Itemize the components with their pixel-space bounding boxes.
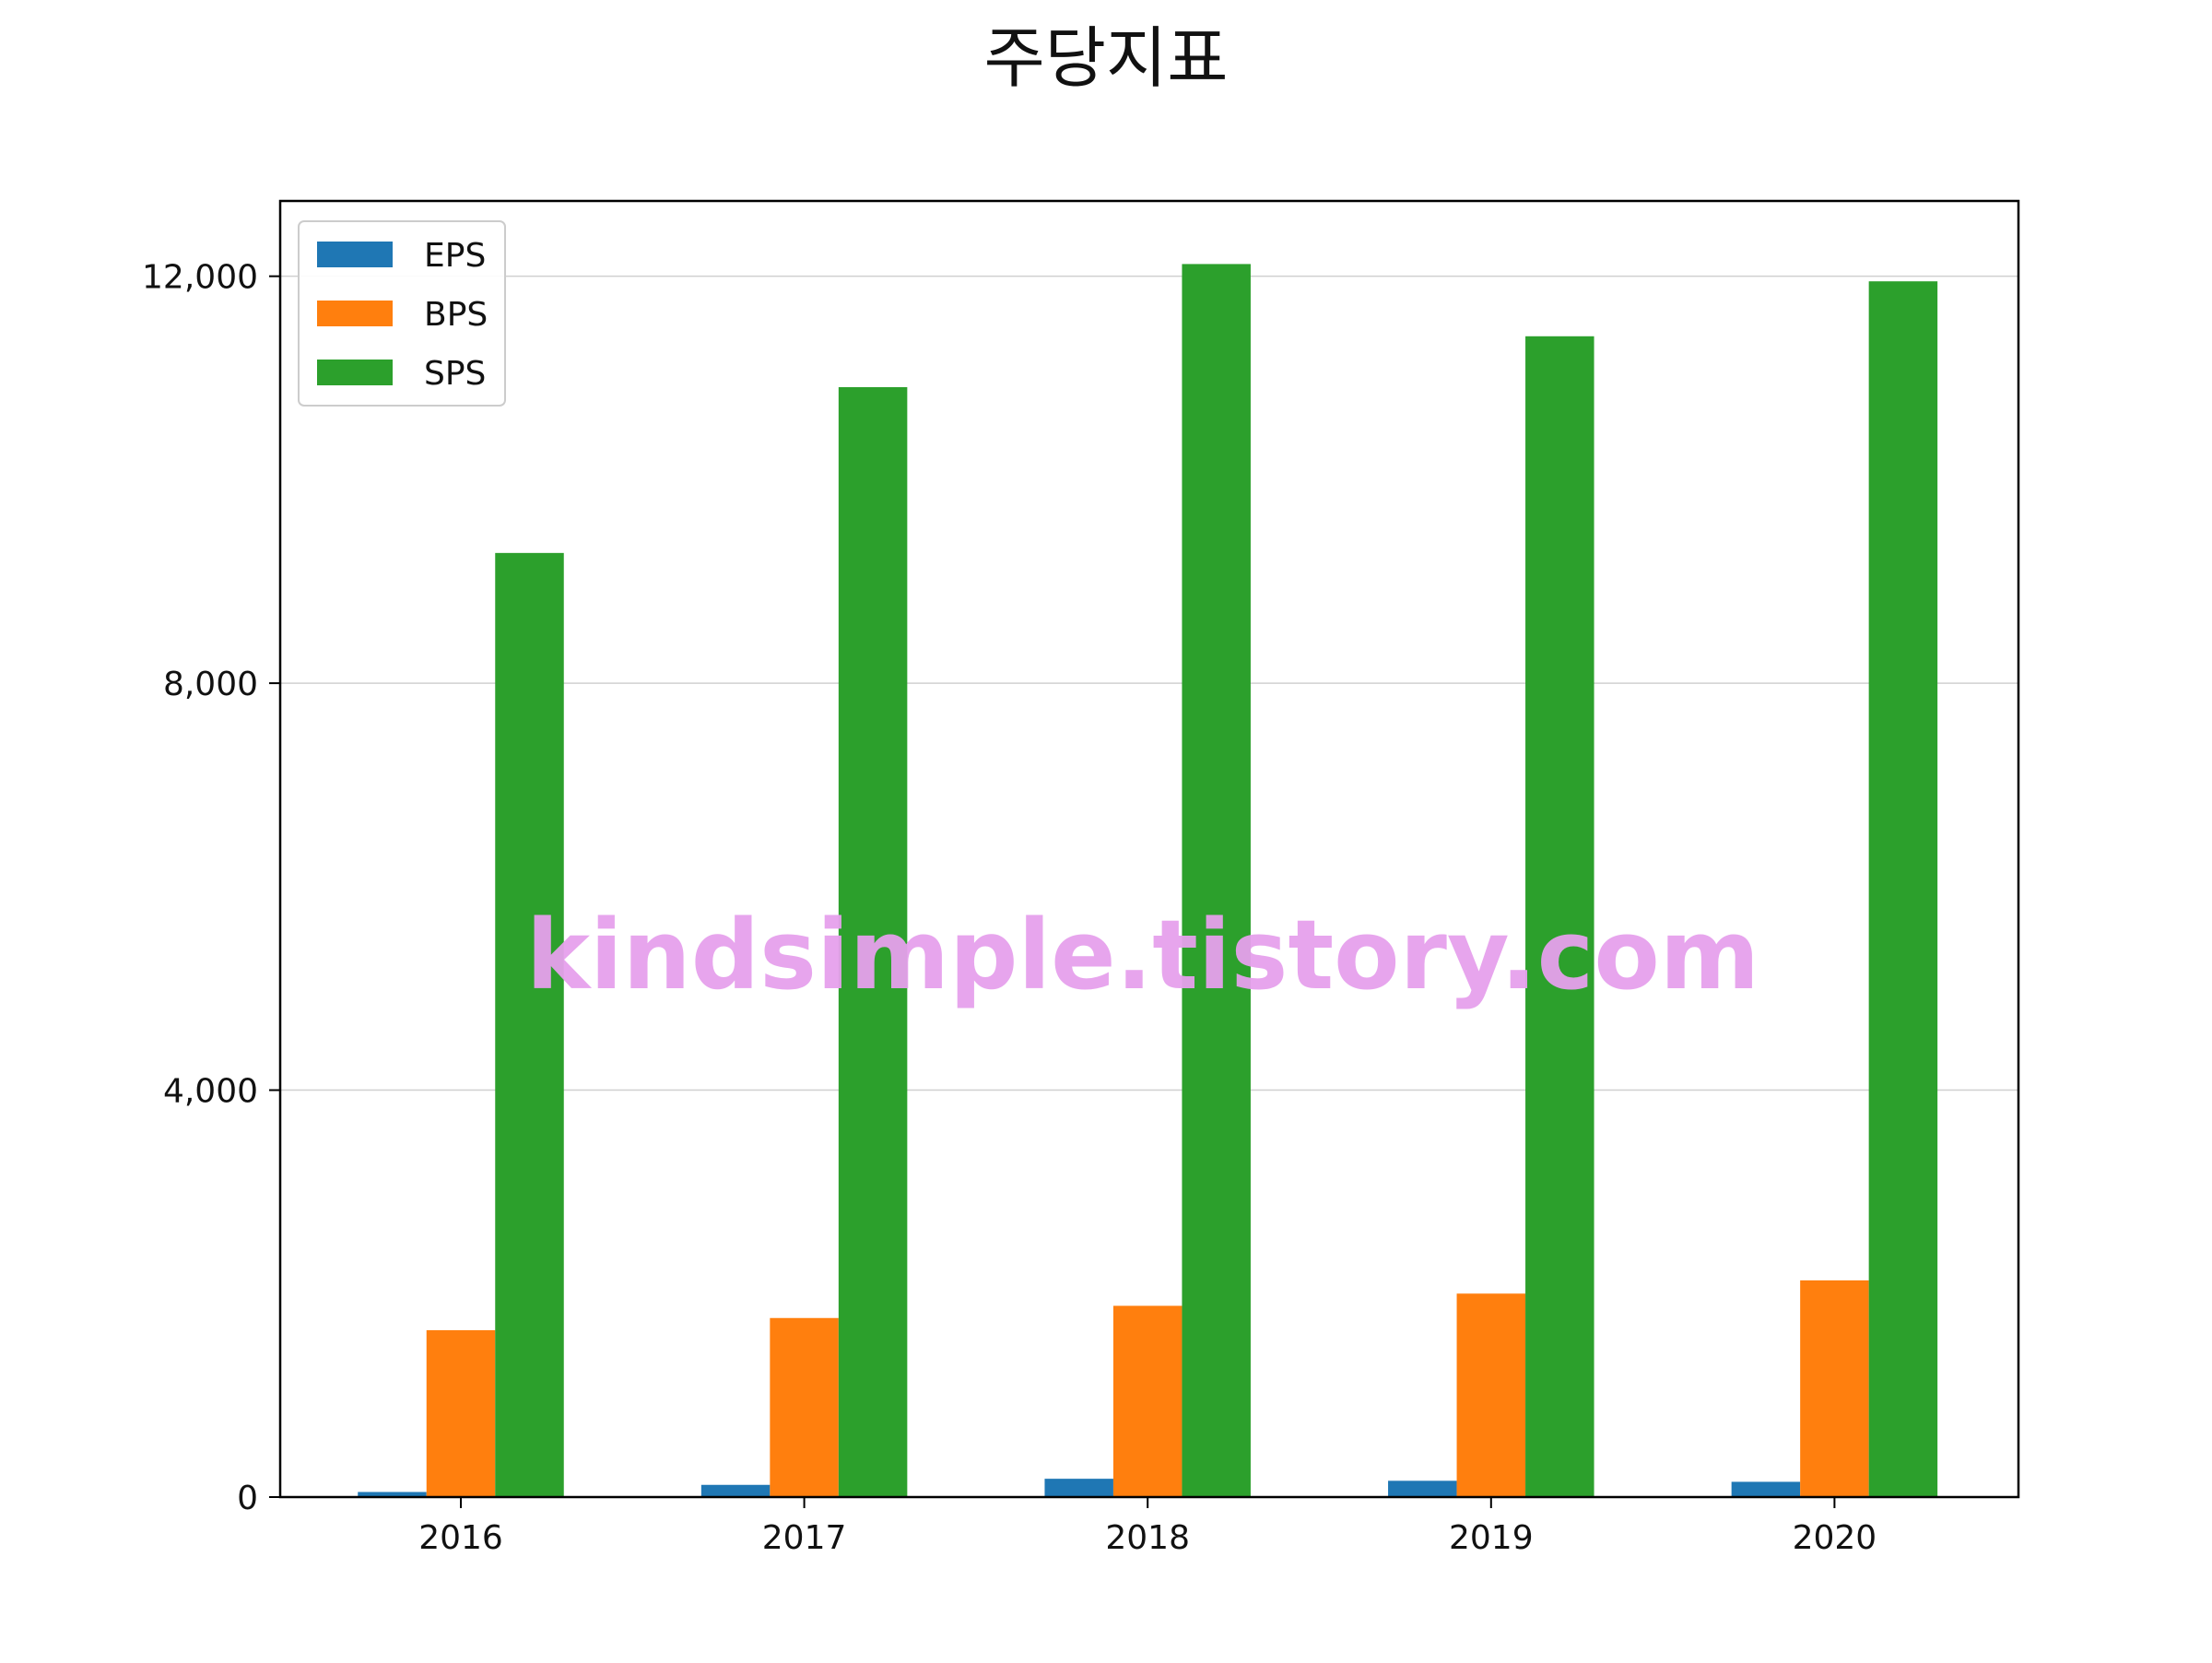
axes-layer: 0 4,000 8,000 12,000 2016 2017 2018 2019 2020 xyxy=(142,199,2020,1557)
x-tick-label: 2017 xyxy=(762,1519,847,1557)
bar-eps-2020 xyxy=(1731,1481,1801,1497)
bar-eps-2019 xyxy=(1388,1480,1457,1497)
y-tick-label: 4,000 xyxy=(163,1073,258,1111)
bar-bps-2019 xyxy=(1456,1293,1526,1497)
legend-label-eps: EPS xyxy=(424,237,486,275)
watermark: kindsimple.tistory.com xyxy=(526,899,1759,1011)
bar-bps-2017 xyxy=(770,1317,839,1497)
bar-eps-2018 xyxy=(1044,1479,1113,1497)
legend-label-bps: BPS xyxy=(424,296,488,334)
legend-swatch-eps xyxy=(317,242,393,267)
x-tick-label: 2016 xyxy=(418,1519,503,1557)
bar-sps-2019 xyxy=(1525,336,1594,1497)
x-tick-label: 2018 xyxy=(1105,1519,1190,1557)
bar-sps-2020 xyxy=(1868,281,1938,1497)
bar-sps-2018 xyxy=(1182,264,1251,1498)
bar-sps-2016 xyxy=(495,552,564,1497)
chart-title: 주당지표 xyxy=(984,19,1229,97)
y-tick-label: 8,000 xyxy=(163,666,258,703)
legend-swatch-sps xyxy=(317,360,393,385)
x-tick-label: 2019 xyxy=(1449,1519,1534,1557)
bar-eps-2017 xyxy=(700,1484,771,1497)
bar-bps-2016 xyxy=(426,1330,496,1497)
bar-bps-2018 xyxy=(1112,1305,1182,1497)
bars-layer xyxy=(358,264,1938,1498)
y-tick-label: 0 xyxy=(237,1480,258,1517)
bar-sps-2017 xyxy=(838,386,908,1498)
bar-eps-2016 xyxy=(358,1492,427,1497)
y-tick-label: 12,000 xyxy=(142,259,258,297)
bar-bps-2020 xyxy=(1800,1280,1869,1497)
legend-label-sps: SPS xyxy=(424,355,486,393)
x-tick-label: 2020 xyxy=(1793,1519,1877,1557)
grid-layer xyxy=(280,275,2018,1091)
legend-swatch-bps xyxy=(317,301,393,326)
plot-frame xyxy=(278,199,2020,1499)
legend: EPS BPS SPS xyxy=(298,220,506,407)
